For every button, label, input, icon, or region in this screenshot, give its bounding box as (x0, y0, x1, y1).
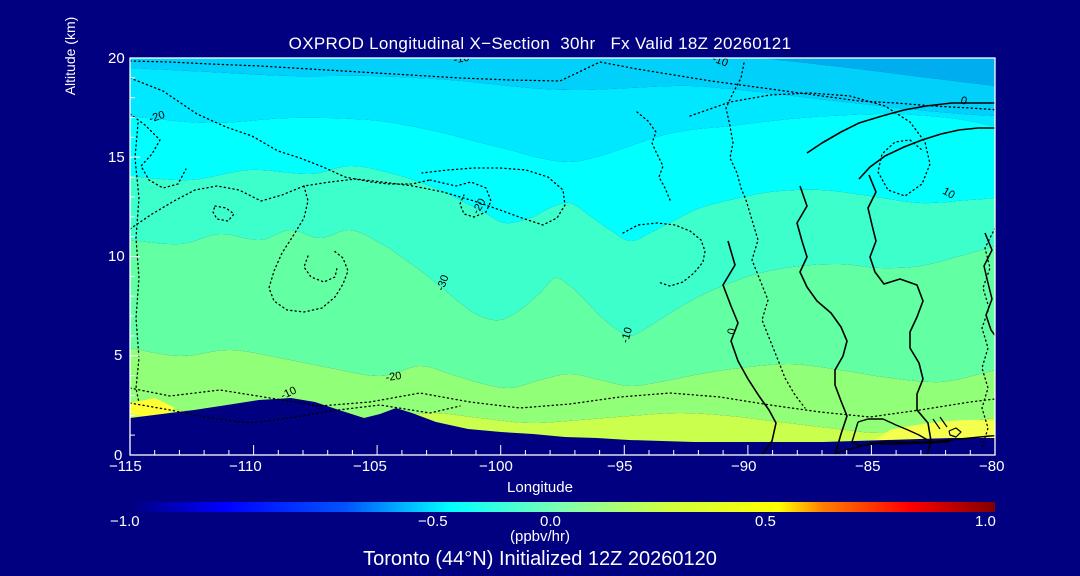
svg-text:-20: -20 (385, 370, 402, 384)
